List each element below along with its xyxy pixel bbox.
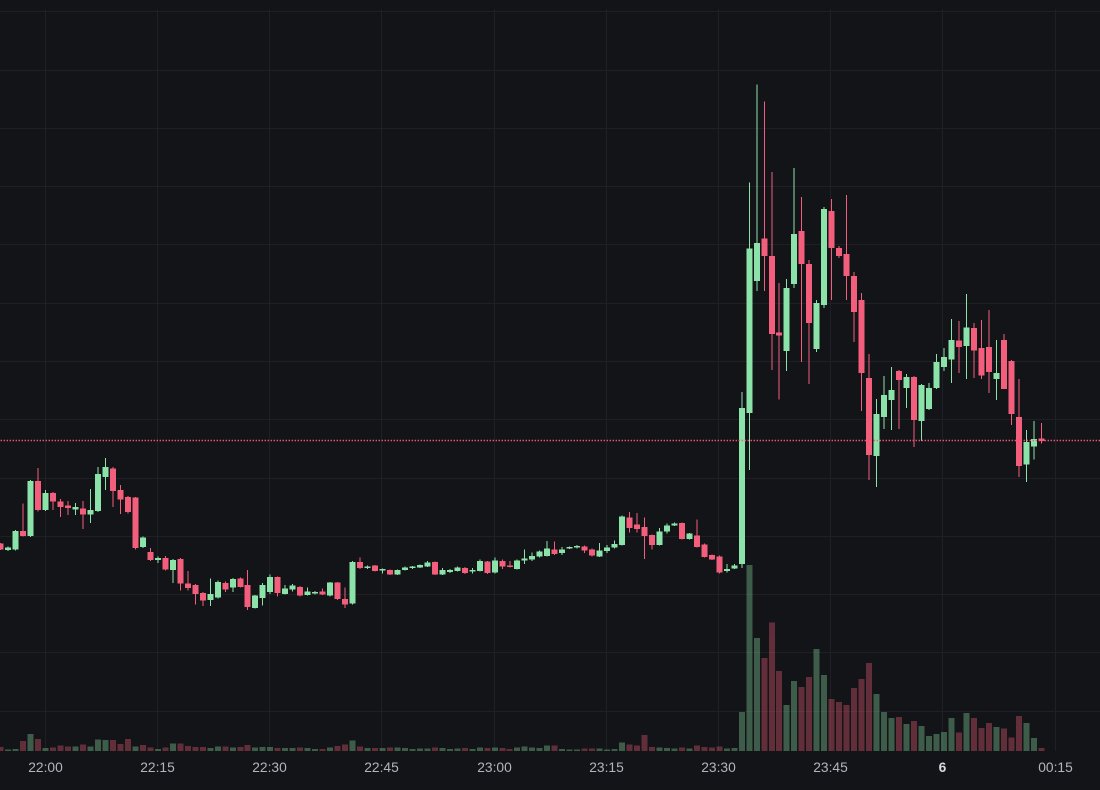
svg-text:22:45: 22:45 (364, 760, 399, 775)
svg-text:23:45: 23:45 (813, 760, 848, 775)
svg-text:22:30: 22:30 (252, 760, 287, 775)
svg-text:23:30: 23:30 (701, 760, 736, 775)
svg-text:00:15: 00:15 (1038, 760, 1073, 775)
svg-text:22:15: 22:15 (140, 760, 175, 775)
svg-text:23:15: 23:15 (589, 760, 624, 775)
svg-text:22:00: 22:00 (28, 760, 63, 775)
svg-text:23:00: 23:00 (477, 760, 512, 775)
svg-text:6: 6 (939, 760, 947, 775)
